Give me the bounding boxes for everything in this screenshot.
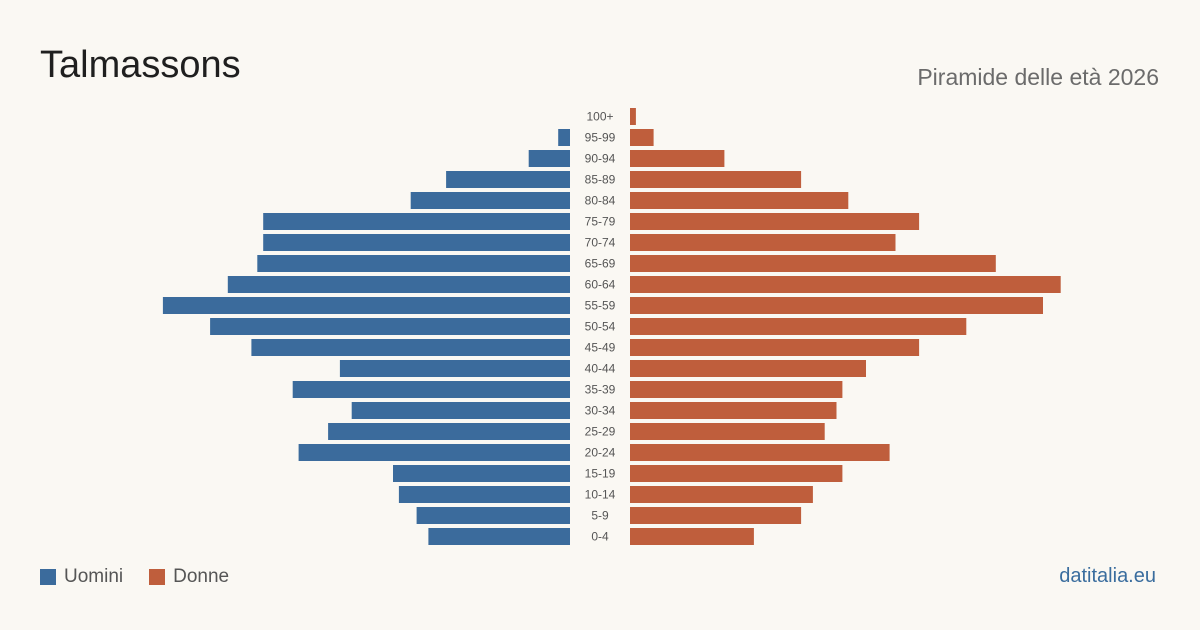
age-label-35-39: 35-39 (585, 383, 616, 397)
chart-title: Talmassons (40, 44, 241, 86)
bar-female-10-14 (630, 486, 813, 503)
legend-item-female: Donne (149, 566, 229, 588)
bar-female-60-64 (630, 276, 1061, 293)
bar-male-15-19 (393, 465, 570, 482)
bar-male-60-64 (227, 276, 571, 293)
bar-female-25-29 (630, 423, 825, 440)
age-label-60-64: 60-64 (585, 278, 616, 292)
bar-male-5-9 (416, 507, 570, 524)
bar-female-70-74 (630, 234, 896, 251)
bar-female-55-59 (630, 297, 1043, 314)
bar-female-75-79 (630, 213, 920, 230)
age-label-45-49: 45-49 (585, 341, 616, 355)
legend-label-male: Uomini (64, 566, 124, 587)
bar-male-70-74 (263, 234, 570, 251)
bar-female-30-34 (630, 402, 837, 419)
age-label-30-34: 30-34 (585, 404, 616, 418)
legend-swatch-female (149, 569, 166, 585)
bar-female-65-69 (630, 255, 996, 272)
age-label-75-79: 75-79 (585, 215, 616, 229)
age-label-55-59: 55-59 (585, 299, 616, 313)
bar-female-100+ (630, 108, 636, 125)
age-label-20-24: 20-24 (585, 446, 616, 460)
age-label-0-4: 0-4 (591, 530, 609, 544)
bar-male-50-54 (210, 318, 570, 335)
legend: Uomini Donne (40, 566, 229, 588)
age-label-40-44: 40-44 (585, 362, 616, 376)
bar-female-50-54 (630, 318, 967, 335)
chart-subtitle: Piramide delle età 2026 (917, 64, 1159, 90)
bar-female-15-19 (630, 465, 843, 482)
age-label-15-19: 15-19 (585, 467, 616, 481)
bar-male-35-39 (292, 381, 570, 398)
bar-male-40-44 (339, 360, 570, 377)
bar-male-85-89 (446, 171, 570, 188)
age-label-95-99: 95-99 (585, 131, 616, 145)
bar-male-25-29 (328, 423, 570, 440)
bar-female-0-4 (630, 528, 754, 545)
bar-female-85-89 (630, 171, 802, 188)
bar-male-0-4 (428, 528, 570, 545)
bar-male-95-99 (558, 129, 570, 146)
bar-female-20-24 (630, 444, 890, 461)
age-label-80-84: 80-84 (585, 194, 616, 208)
bar-male-65-69 (257, 255, 570, 272)
age-label-10-14: 10-14 (585, 488, 616, 502)
legend-item-male: Uomini (40, 566, 123, 588)
bar-male-30-34 (351, 402, 570, 419)
age-label-100+: 100+ (586, 110, 613, 124)
bar-female-95-99 (630, 129, 654, 146)
bar-male-75-79 (263, 213, 570, 230)
bar-male-90-94 (528, 150, 570, 167)
age-label-70-74: 70-74 (585, 236, 616, 250)
bar-male-20-24 (298, 444, 570, 461)
legend-swatch-male (40, 569, 56, 585)
age-label-50-54: 50-54 (585, 320, 616, 334)
bar-female-90-94 (630, 150, 725, 167)
bar-female-80-84 (630, 192, 849, 209)
bar-male-80-84 (410, 192, 570, 209)
legend-label-female: Donne (173, 566, 230, 587)
source-link[interactable]: datitalia.eu (1059, 565, 1156, 587)
bar-male-55-59 (162, 297, 570, 314)
age-label-65-69: 65-69 (585, 257, 616, 271)
bar-female-35-39 (630, 381, 843, 398)
bar-male-10-14 (398, 486, 570, 503)
bar-female-40-44 (630, 360, 866, 377)
bar-female-5-9 (630, 507, 802, 524)
bar-female-45-49 (630, 339, 920, 356)
bar-male-45-49 (251, 339, 570, 356)
age-label-5-9: 5-9 (591, 509, 609, 523)
age-label-25-29: 25-29 (585, 425, 616, 439)
age-label-90-94: 90-94 (585, 152, 616, 166)
age-label-85-89: 85-89 (585, 173, 616, 187)
